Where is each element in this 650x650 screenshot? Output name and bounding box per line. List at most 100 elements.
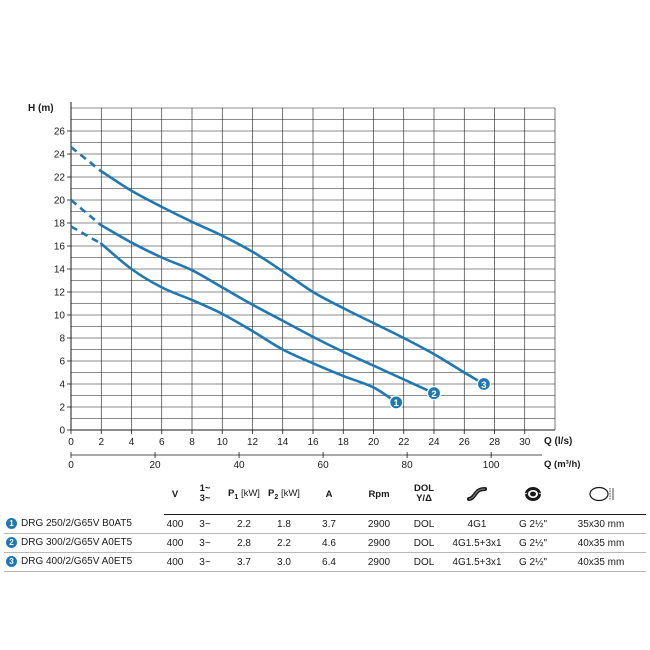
threaded-outlet-icon	[510, 474, 556, 515]
secondary-x-tick-label: 80	[402, 460, 414, 470]
y-tick-label: 14	[54, 265, 66, 276]
x-tick-label: 14	[277, 437, 289, 448]
p2-cell: 2.2	[264, 533, 304, 553]
start-header: DOL Y/Δ	[404, 474, 444, 515]
phase-header: 1~ 3~	[186, 474, 224, 515]
start-cell: DOL	[404, 552, 444, 572]
x-tick-label: 24	[428, 437, 440, 448]
model-name: DRG 250/2/G65V B0AT5	[21, 518, 132, 530]
current-header: A	[304, 474, 354, 515]
start-cell: DOL	[404, 533, 444, 553]
dimensions-icon	[556, 474, 646, 515]
curve-1-dashed-segment	[70, 225, 102, 245]
dims-cell: 40x35 mm	[556, 533, 646, 553]
a-cell: 3.7	[304, 514, 354, 534]
curve-3-marker	[476, 376, 492, 392]
p2-header: P2 [kW]	[264, 474, 304, 515]
rpm-header: Rpm	[354, 474, 404, 515]
curve-1-marker-label: 1	[394, 398, 400, 409]
y-axis-label: H (m)	[28, 103, 54, 114]
p1-cell: 2.2	[224, 514, 264, 534]
x-tick-label: 10	[217, 437, 229, 448]
curve-2-dashed-segment	[70, 199, 103, 227]
cable-icon	[444, 474, 510, 515]
x-tick-label: 4	[129, 437, 135, 448]
row-number-badge: 3	[6, 556, 17, 568]
curve-3-marker-label: 3	[481, 380, 486, 391]
x-tick-label: 12	[247, 437, 259, 448]
p2-cell: 1.8	[264, 514, 304, 534]
cable-cell: 4G1.5+3x1	[444, 552, 510, 572]
x-tick-label: 0	[68, 437, 74, 448]
curve-1-line	[99, 242, 398, 404]
p1-cell: 2.8	[224, 533, 264, 553]
y-tick-label: 18	[54, 219, 66, 230]
model-name: DRG 300/2/G65V A0ET5	[21, 537, 133, 549]
model-name: DRG 400/2/G65V A0ET5	[21, 556, 133, 568]
dims-cell: 40x35 mm	[556, 552, 646, 572]
start-cell: DOL	[404, 514, 444, 534]
secondary-x-tick-label: 0	[68, 460, 74, 470]
secondary-x-tick-label: 100	[483, 460, 500, 470]
x-axis-label: Q (l/s)	[544, 436, 572, 447]
x-tick-label: 6	[159, 437, 165, 448]
curve-3-dashed-segment	[70, 146, 103, 173]
x-tick-label: 2	[98, 437, 104, 448]
dims-cell: 35x30 mm	[556, 514, 646, 534]
row-number-badge: 1	[6, 518, 17, 530]
voltage-header: V	[164, 474, 186, 515]
p1-cell: 3.7	[224, 552, 264, 572]
outlet-cell: G 2½"	[510, 533, 556, 553]
model-cell: 2 DRG 300/2/G65V A0ET5	[4, 533, 164, 553]
curve-2-line	[99, 224, 436, 395]
secondary-x-tick-label: 60	[318, 460, 330, 470]
a-cell: 4.6	[304, 533, 354, 553]
rpm-cell: 2900	[354, 533, 404, 553]
secondary-x-tick-label: 40	[233, 460, 245, 470]
table-row: 2 DRG 300/2/G65V A0ET5 400 3~ 2.8 2.2 4.6 2900 D…	[4, 533, 646, 553]
x-tick-label: 20	[368, 437, 380, 448]
x-tick-label: 30	[519, 437, 531, 448]
model-cell: 1 DRG 250/2/G65V B0AT5	[4, 514, 164, 534]
rpm-cell: 2900	[354, 552, 404, 572]
table-header-row: V 1~ 3~ P1 [kW] P2 [kW] A Rpm DOL Y/Δ	[4, 474, 646, 515]
x-tick-label: 26	[459, 437, 471, 448]
y-tick-label: 10	[54, 311, 66, 322]
model-column-header	[4, 474, 164, 515]
phase-cell: 3~	[186, 552, 224, 572]
y-tick-label: 8	[59, 334, 65, 345]
y-tick-label: 4	[59, 380, 65, 391]
p1-header: P1 [kW]	[224, 474, 264, 515]
a-cell: 6.4	[304, 552, 354, 572]
y-tick-label: 12	[54, 288, 66, 299]
secondary-x-axis-label: Q (m³/h)	[544, 459, 580, 470]
secondary-x-tick-label: 20	[149, 460, 161, 470]
v-cell: 400	[164, 533, 186, 553]
model-cell: 3 DRG 400/2/G65V A0ET5	[4, 552, 164, 572]
y-tick-label: 2	[59, 403, 65, 414]
x-tick-label: 18	[338, 437, 350, 448]
y-tick-label: 0	[59, 426, 65, 437]
table-row: 1 DRG 250/2/G65V B0AT5 400 3~ 2.2 1.8 3.7 2900 D…	[4, 514, 646, 534]
outlet-cell: G 2½"	[510, 514, 556, 534]
curve-3-line	[99, 169, 486, 386]
curve-1-marker	[389, 395, 404, 410]
y-tick-label: 6	[59, 357, 65, 368]
outlet-cell: G 2½"	[510, 552, 556, 572]
phase-cell: 3~	[186, 514, 224, 534]
x-tick-label: 8	[189, 437, 195, 448]
pump-spec-table: V 1~ 3~ P1 [kW] P2 [kW] A Rpm DOL Y/Δ	[4, 474, 646, 572]
rpm-cell: 2900	[354, 514, 404, 534]
row-number-badge: 2	[6, 537, 17, 549]
p2-cell: 3.0	[264, 552, 304, 572]
curve-2-marker-label: 2	[431, 389, 436, 400]
y-tick-label: 16	[54, 242, 66, 253]
table-row: 3 DRG 400/2/G65V A0ET5 400 3~ 3.7 3.0 6.4 2900 D…	[4, 552, 646, 572]
y-tick-label: 20	[54, 196, 66, 207]
cable-cell: 4G1	[444, 514, 510, 534]
y-tick-label: 24	[54, 150, 66, 161]
phase-cell: 3~	[186, 533, 224, 553]
cable-cell: 4G1.5+3x1	[444, 533, 510, 553]
x-tick-label: 28	[489, 437, 501, 448]
